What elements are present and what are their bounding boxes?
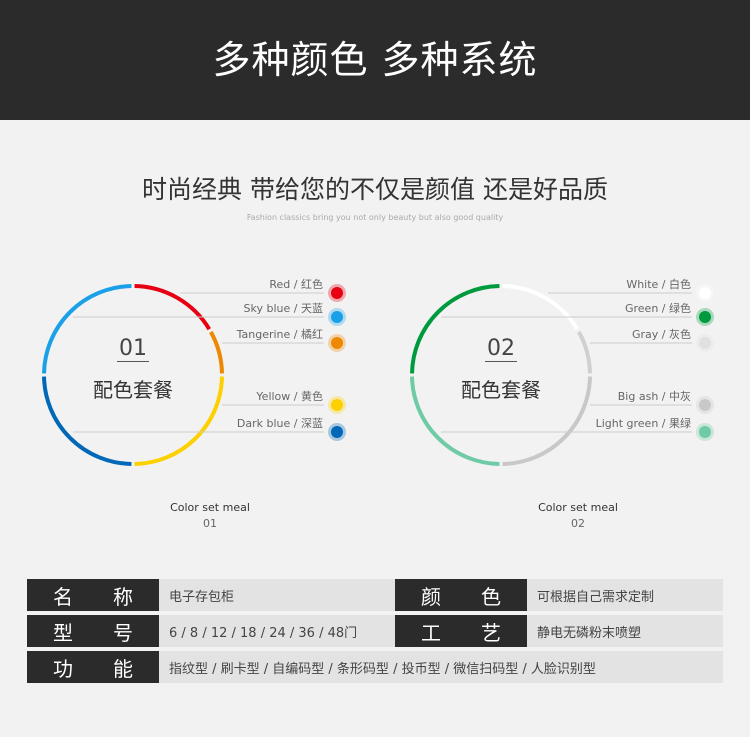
color-swatch [331, 287, 343, 299]
spec-value-function: 指纹型 / 刷卡型 / 自编码型 / 条形码型 / 投币型 / 微信扫码型 / … [159, 651, 723, 683]
spec-row-2: 型号 6 / 8 / 12 / 18 / 24 / 36 / 48门 工艺 静电… [27, 615, 723, 647]
set-caption: 配色套餐 [461, 378, 541, 402]
ring-segment [502, 376, 592, 466]
ring-segment [42, 376, 132, 466]
color-set-1: 01 配色套餐 Color set meal 01 Red / 红色 Sky blu… [40, 270, 400, 540]
spec-key-function: 功能 [27, 651, 159, 683]
ring-segment [42, 284, 132, 374]
color-label: Dark blue / 深蓝 [236, 417, 323, 430]
ring-chart-1 [42, 284, 346, 466]
set-meal: Color set meal 02 [538, 501, 618, 530]
spec-row-3: 功能 指纹型 / 刷卡型 / 自编码型 / 条形码型 / 投币型 / 微信扫码型… [27, 651, 723, 683]
set-number: 02 [485, 336, 517, 362]
color-swatch [699, 287, 711, 299]
color-label: Tangerine / 橘红 [236, 328, 323, 341]
spec-key-color: 颜色 [395, 579, 527, 611]
ring-segment [410, 284, 500, 374]
color-label: Light green / 果绿 [595, 417, 691, 430]
spec-key-name: 名称 [27, 579, 159, 611]
spec-key-model: 型号 [27, 615, 159, 647]
color-label: Red / 红色 [269, 278, 323, 291]
ring-segment [577, 330, 592, 374]
color-label: Big ash / 中灰 [617, 390, 691, 403]
color-swatch [331, 311, 343, 323]
spec-row-1: 名称 电子存包柜 颜色 可根据自己需求定制 [27, 579, 723, 611]
spec-value-name: 电子存包柜 [159, 579, 395, 611]
color-swatch [699, 426, 711, 438]
ring-segment [209, 330, 224, 374]
subtitle: Fashion classics bring you not only beau… [246, 213, 504, 222]
spec-key-craft: 工艺 [395, 615, 527, 647]
ring-segment [502, 284, 580, 331]
color-set-2: 02 配色套餐 Color set meal 02 White / 白色 Green… [408, 270, 750, 540]
color-swatch [331, 399, 343, 411]
ring-chart-2 [410, 284, 714, 466]
header-title: 多种颜色 多种系统 [0, 0, 750, 120]
set-meal: Color set meal 01 [170, 501, 250, 530]
color-label: White / 白色 [626, 278, 691, 291]
spec-value-model: 6 / 8 / 12 / 18 / 24 / 36 / 48门 [159, 615, 395, 647]
ring-segment [134, 376, 224, 466]
color-label: Sky blue / 天蓝 [243, 302, 323, 315]
color-swatch [331, 426, 343, 438]
color-label: Green / 绿色 [624, 302, 691, 315]
spec-value-color: 可根据自己需求定制 [527, 579, 723, 611]
headline: 时尚经典 带给您的不仅是颜值 还是好品质 [142, 175, 608, 204]
color-label: Gray / 灰色 [632, 328, 691, 341]
color-swatch [331, 337, 343, 349]
color-swatch [699, 311, 711, 323]
color-swatch [699, 399, 711, 411]
ring-segment [134, 284, 212, 331]
set-caption: 配色套餐 [93, 378, 173, 402]
color-label: Yellow / 黄色 [256, 390, 323, 403]
ring-segment [410, 376, 500, 466]
set-number: 01 [117, 336, 149, 362]
spec-value-craft: 静电无磷粉末喷塑 [527, 615, 723, 647]
color-swatch [699, 337, 711, 349]
